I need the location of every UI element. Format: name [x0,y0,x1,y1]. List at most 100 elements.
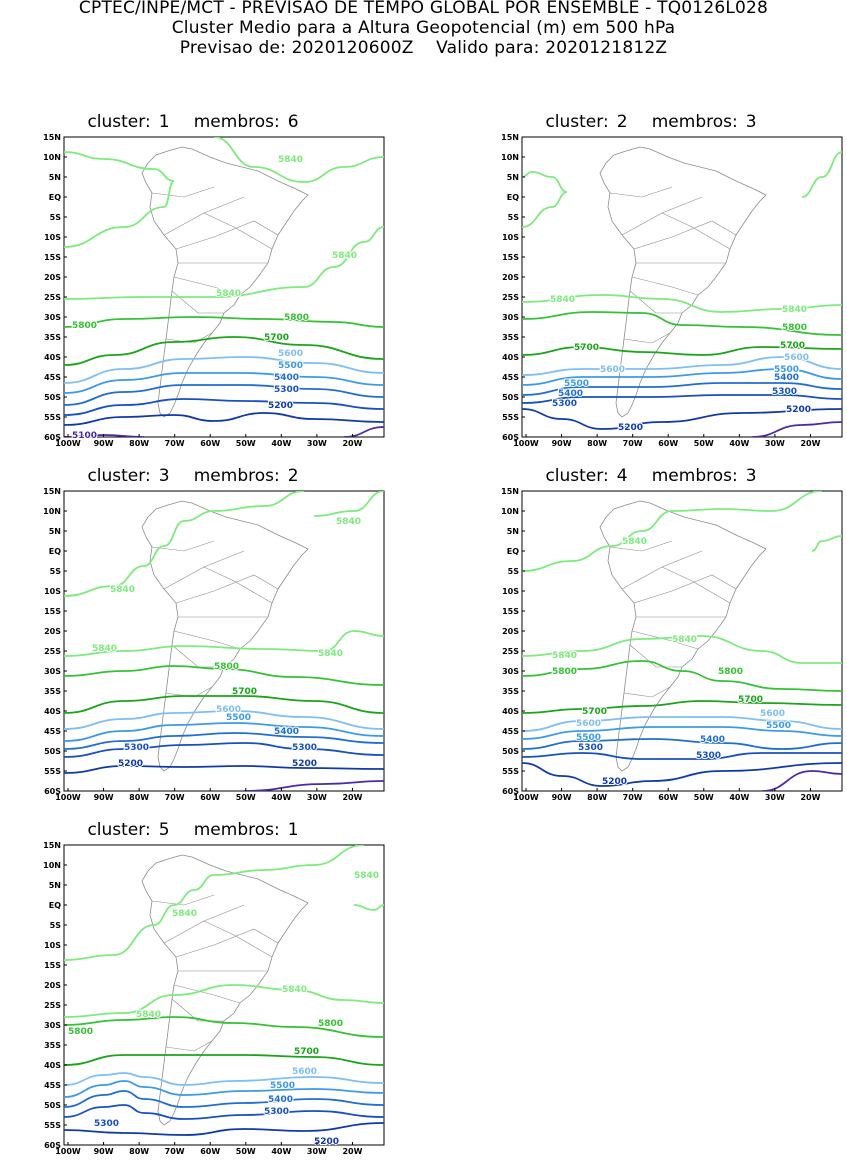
lon-label: 90W [94,793,114,802]
contour-label: 5840 [318,649,343,659]
contour-5500 [64,1080,384,1098]
lat-label: 15S [44,607,61,616]
contour-5200 [522,762,842,787]
lat-label: 40S [44,707,61,716]
contour-label: 5840 [672,635,697,645]
contour-5700 [64,695,384,714]
panel-title: cluster: 3 membros: 2 [87,466,299,486]
country-border [661,212,731,250]
country-border [151,894,215,906]
lat-label: 5S [508,567,520,576]
map-panel-5: 5840 5840 5840 5840 5800 5800 5700 5600 5500 5400… [43,841,385,1156]
country-border [203,920,273,958]
contour-label: 5400 [700,735,725,745]
contour-5600 [64,356,384,384]
lat-label: 50S [44,393,61,402]
contour-5400 [64,1090,384,1108]
lat-label: 10S [502,587,519,596]
country-border [151,540,215,552]
contour-label: 5500 [278,361,303,371]
contour-label: 5200 [118,759,143,769]
contour-label: 5840 [332,251,357,261]
lat-label: 15N [501,487,519,496]
forecast-init: Previsao de: 2020120600Z [179,38,414,58]
contour-label: 5200 [618,423,643,433]
contour-5300 [522,752,842,760]
lon-label: 70W [623,793,643,802]
lat-label: 15N [43,133,61,142]
header-line-1: CPTEC/INPE/MCT - PREVISAO DE TEMPO GLOBA… [78,0,769,18]
contour-label: 5800 [214,662,239,672]
lon-label: 70W [623,439,643,448]
lat-label: 60S [44,1141,61,1150]
contour-5600 [522,716,842,732]
contour-label: 5840 [282,985,307,995]
lat-label: 5N [507,173,519,182]
lat-label: 5S [50,213,62,222]
lat-label: 15N [43,841,61,850]
contour-5300 [64,742,384,758]
contour-label: 5800 [72,321,97,331]
country-border [631,276,699,296]
lat-label: EQ [49,193,61,202]
contour-5500 [64,372,384,394]
map-panel-1: 5840 5840 5840 5800 5700 5600 5500 5400 5300 5200… [43,133,385,448]
contour-label: 5700 [264,333,289,343]
country-border [623,686,671,698]
contour-label: 5400 [274,373,299,383]
valid-time: Valido para: 2020121812Z [436,38,668,58]
lon-label: 20W [800,439,820,448]
contour-5840 [313,491,384,517]
lat-label: 50S [44,1101,61,1110]
lat-label: 35S [44,1041,61,1050]
contour-label: 5500 [564,379,589,389]
lat-label: 15S [502,253,519,262]
lon-label: 30W [307,439,327,448]
contour-label: 5840 [782,305,807,315]
contour-label: 5700 [738,695,763,705]
contour-label: 5200 [292,759,317,769]
lat-label: 25S [44,293,61,302]
contour-label: 5600 [292,1067,317,1077]
lat-label: 35S [502,687,519,696]
lat-label: 10N [43,507,61,516]
contour-lines [522,151,842,437]
lon-label: 30W [307,1147,327,1156]
contour-5600 [522,356,842,376]
lat-label: 15S [44,961,61,970]
country-border [175,928,279,958]
contour-label: 5840 [92,644,117,654]
contour-label: 5200 [786,405,811,415]
cluster-panel-1: cluster: 1 membros: 6 5840 5840 5840 5800 5700… [28,112,385,457]
lat-label: 15S [44,253,61,262]
contour-label: 5400 [274,727,299,737]
lon-label: 80W [129,439,149,448]
lon-label: 70W [165,793,185,802]
contour-label: 5300 [772,387,797,397]
contour-lines [64,137,384,437]
lat-label: 10S [44,233,61,242]
lat-label: 45S [44,373,61,382]
lon-label: 50W [694,439,714,448]
country-border [165,332,213,344]
lat-label: 35S [502,333,519,342]
lon-label: 70W [165,439,185,448]
contour-label: 5700 [780,341,805,351]
cluster-panel-4: cluster: 4 membros: 3 5840 5840 5840 5800 5800… [486,466,843,811]
contour-5840 [522,635,842,664]
lon-label: 50W [236,793,256,802]
contour-lines [522,491,842,791]
lon-label: 90W [94,1147,114,1156]
contour-label: 5800 [68,1027,93,1037]
contour-5100 [751,421,842,437]
lat-label: 15S [502,607,519,616]
country-border [173,276,241,296]
lat-label: 45S [502,373,519,382]
lon-label: 80W [129,1147,149,1156]
lat-label: 10S [44,587,61,596]
contour-label: 5500 [576,733,601,743]
lat-label: 30S [502,313,519,322]
lat-label: 55S [502,767,519,776]
contour-label: 5840 [278,155,303,165]
contour-5840 [353,904,384,911]
